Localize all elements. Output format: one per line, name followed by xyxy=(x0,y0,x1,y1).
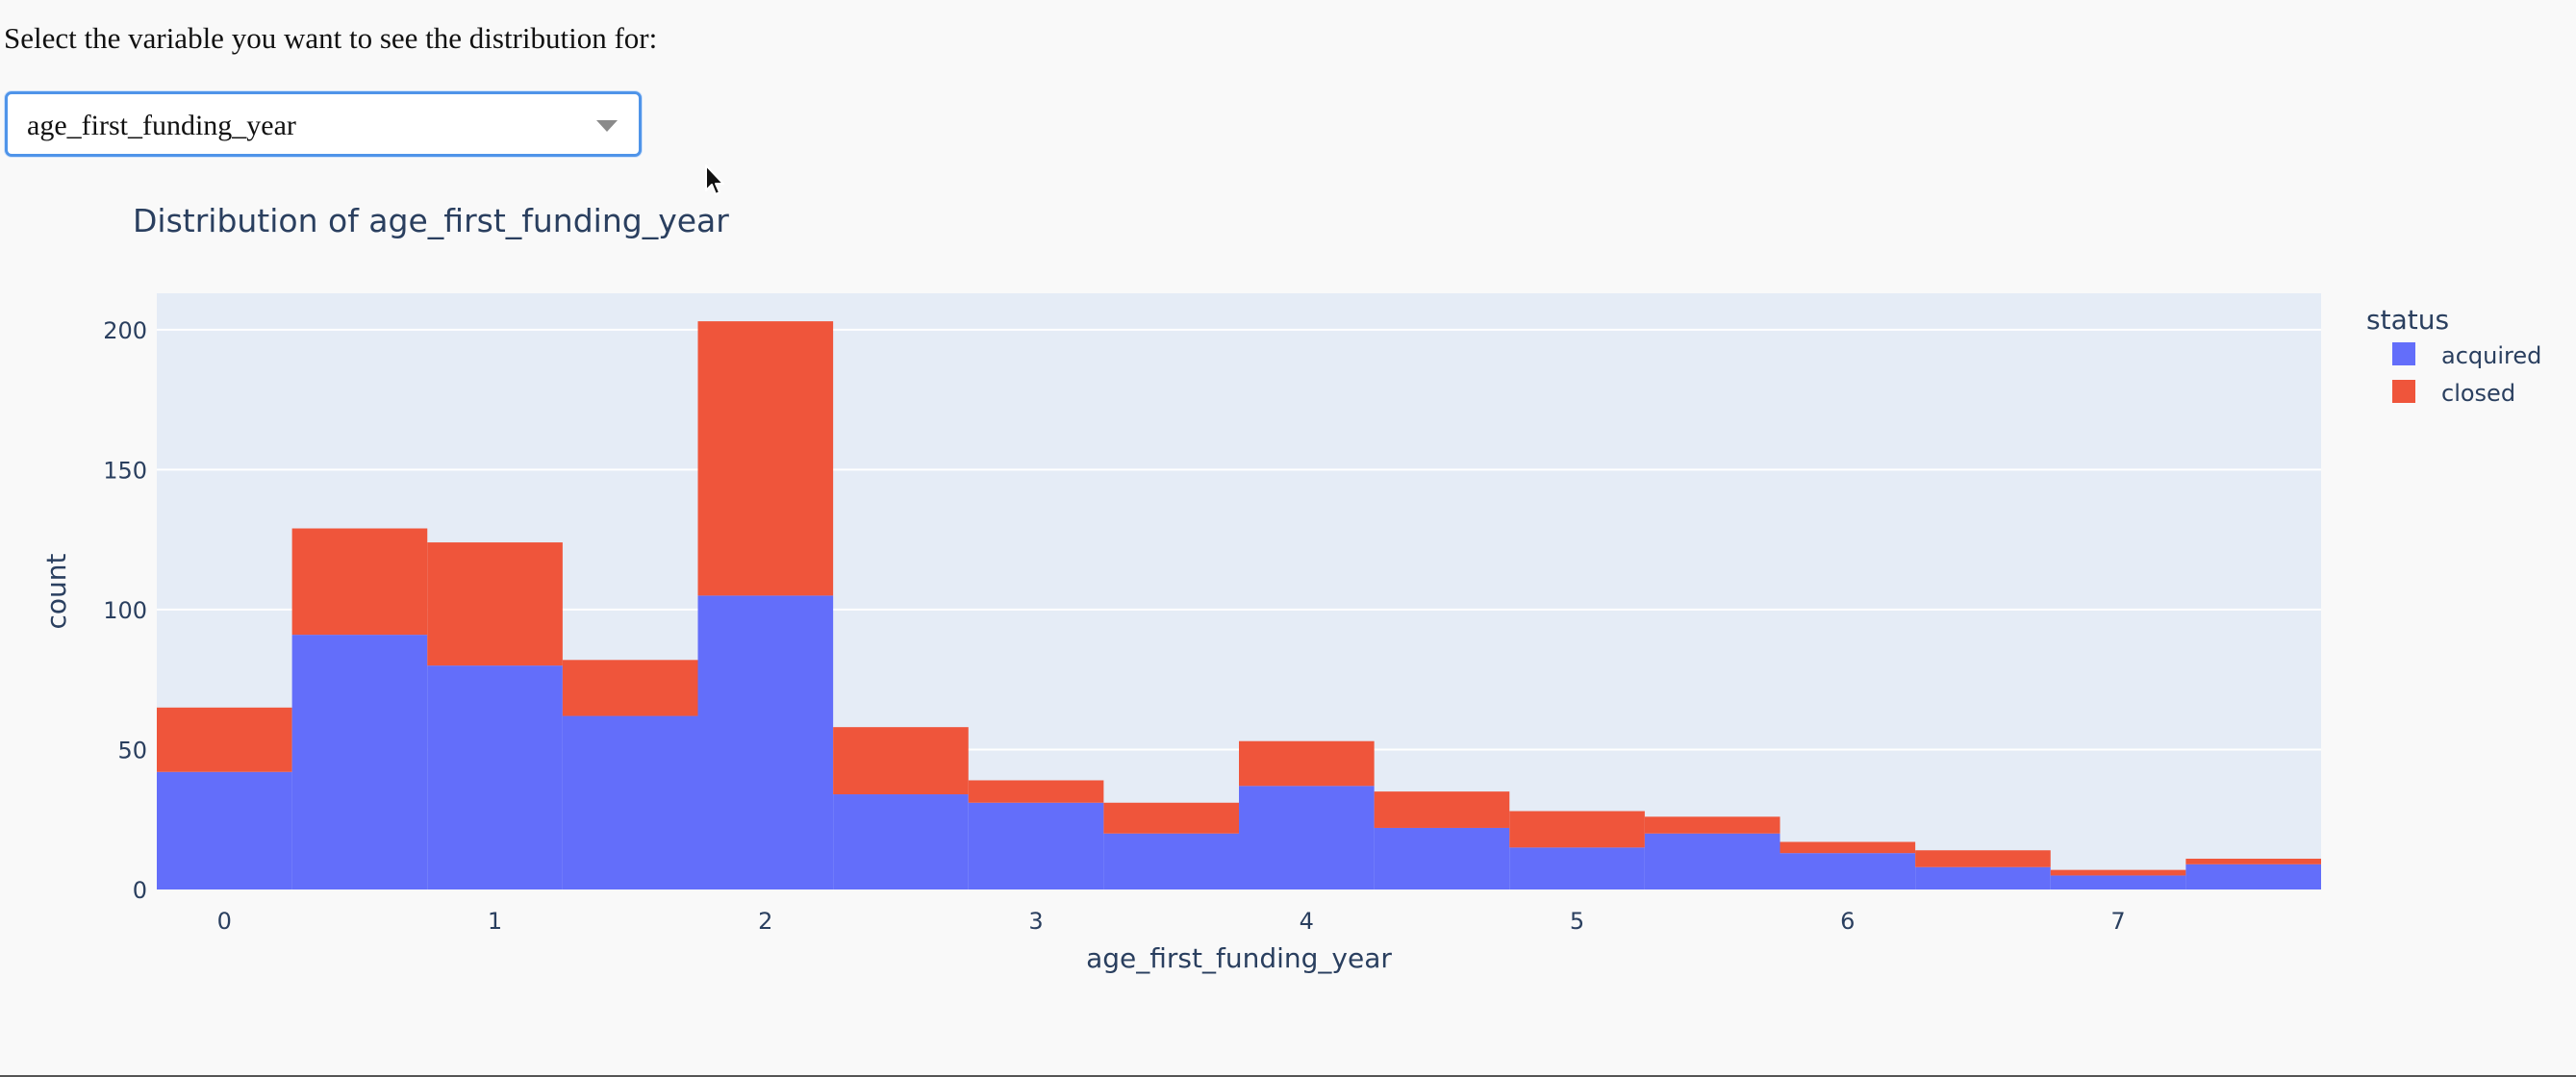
bar-acquired xyxy=(697,595,834,889)
x-tick-label: 5 xyxy=(1570,908,1584,935)
y-tick-label: 50 xyxy=(117,737,147,764)
bar-closed xyxy=(1644,816,1780,834)
bar-acquired xyxy=(1509,847,1645,889)
bar-acquired xyxy=(1239,786,1375,889)
bar-closed xyxy=(697,321,834,596)
y-axis-title: count xyxy=(40,553,72,629)
bar-acquired xyxy=(1915,866,2051,889)
legend-item-label: acquired xyxy=(2441,342,2541,369)
legend-swatch xyxy=(2392,342,2415,365)
prompt-text: Select the variable you want to see the … xyxy=(4,21,658,55)
bar-acquired xyxy=(1644,833,1780,889)
bar-acquired xyxy=(1103,833,1239,889)
dropdown-selected-value: age_first_funding_year xyxy=(27,110,296,141)
bar-closed xyxy=(1915,850,2051,867)
x-tick-label: 7 xyxy=(2110,908,2125,935)
y-tick-label: 200 xyxy=(103,317,147,344)
bar-closed xyxy=(157,707,292,772)
x-tick-label: 0 xyxy=(217,908,232,935)
x-axis-title: age_first_funding_year xyxy=(1086,942,1392,974)
bar-acquired xyxy=(157,771,292,889)
bar-closed xyxy=(427,542,563,666)
bar-acquired xyxy=(427,665,563,889)
y-tick-label: 150 xyxy=(103,457,147,484)
bar-closed xyxy=(1239,740,1375,787)
variable-dropdown[interactable]: age_first_funding_year xyxy=(5,91,642,157)
x-tick-label: 4 xyxy=(1300,908,1314,935)
bar-closed xyxy=(291,528,428,636)
bar-acquired xyxy=(291,635,428,889)
bar-acquired xyxy=(2185,864,2321,889)
bar-acquired xyxy=(562,715,698,889)
bar-closed xyxy=(1780,841,1916,854)
y-tick-label: 0 xyxy=(133,877,147,904)
x-tick-label: 3 xyxy=(1028,908,1043,935)
bar-closed xyxy=(968,780,1104,803)
bar-closed xyxy=(1103,802,1239,834)
x-tick-label: 1 xyxy=(488,908,502,935)
y-tick-label: 100 xyxy=(103,597,147,624)
bar-closed xyxy=(833,727,969,795)
bar-closed xyxy=(1509,811,1645,848)
legend-item-label: closed xyxy=(2441,380,2515,407)
legend-swatch xyxy=(2392,380,2415,403)
x-tick-label: 2 xyxy=(758,908,772,935)
bar-closed xyxy=(1374,791,1510,828)
chart-title: Distribution of age_first_funding_year xyxy=(133,202,729,239)
mouse-pointer-icon xyxy=(705,164,724,195)
chevron-down-icon[interactable] xyxy=(596,120,618,132)
bar-acquired xyxy=(833,794,969,889)
bar-acquired xyxy=(1374,827,1510,889)
bar-acquired xyxy=(968,802,1104,889)
bar-acquired xyxy=(1780,853,1916,889)
x-tick-label: 6 xyxy=(1840,908,1855,935)
bar-acquired xyxy=(2050,875,2186,889)
divider xyxy=(0,1075,2576,1077)
bar-closed xyxy=(2185,858,2321,864)
bar-closed xyxy=(562,660,698,716)
legend-title: status xyxy=(2366,304,2449,336)
bar-closed xyxy=(2050,869,2186,876)
